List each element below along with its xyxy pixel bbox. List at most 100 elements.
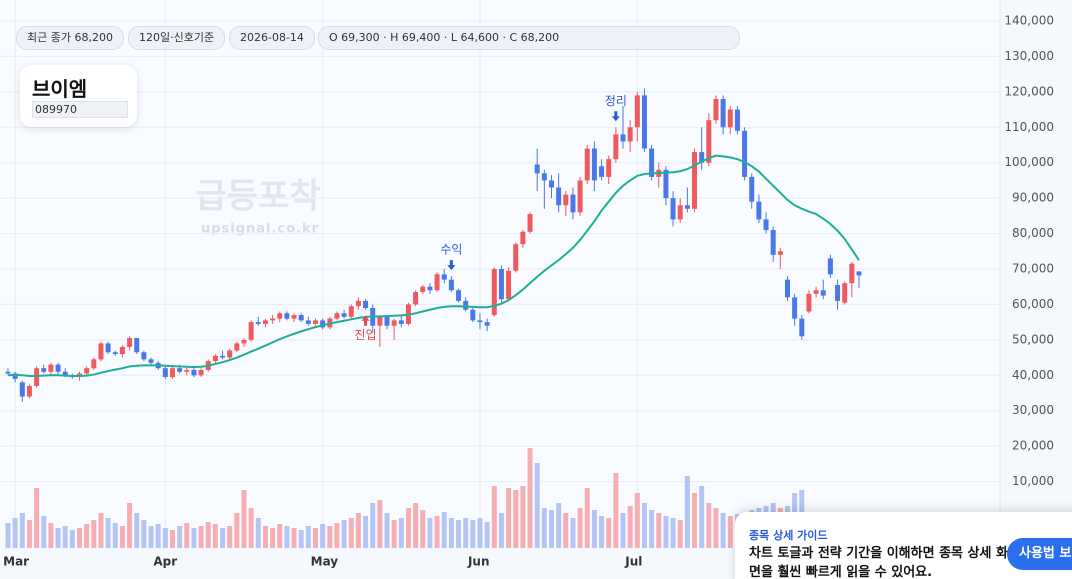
signal-label: 진입 [355,328,377,342]
candle-body [677,205,683,220]
ohlc-pill: O 69,300 · H 69,400 · L 64,600 · C 68,20… [318,26,740,50]
candle-body [720,98,726,128]
candle-body [384,316,390,326]
guide-button[interactable]: 사용법 보기 [1007,538,1072,570]
volume-bar [198,526,204,548]
candle-body [498,269,504,300]
candle-body [484,322,490,326]
volume-bar [127,503,133,548]
candle-body [756,201,762,220]
volume-bar [663,516,669,548]
signal-label: 정리 [605,94,627,108]
volume-bar [19,513,25,548]
candle-body [220,355,226,358]
candle-body [98,343,104,360]
candle-body [112,352,118,355]
volume-bar [577,508,583,548]
candle-body [91,359,97,369]
candle-body [348,306,354,317]
volume-bar [26,520,32,548]
candle-body [520,231,526,245]
volume-bar [327,526,333,548]
candle-body [291,315,297,319]
volume-bar [112,523,118,548]
period-pill: 120일·신호기준 [128,26,226,50]
candle-body [784,279,790,298]
volume-bar [684,476,690,548]
volume-bar [55,528,61,548]
candle-body [692,152,698,209]
volume-bar [491,486,497,548]
candle-body [298,315,304,321]
candle-body [806,293,812,312]
volume-bar [405,508,411,548]
candle-body [241,339,247,344]
candle-body [284,313,290,319]
volume-bar [62,526,68,548]
candle-body [827,258,833,275]
volume-bar [484,522,490,548]
signal-label: 수익 [440,243,462,257]
volume-bar [313,528,319,548]
y-tick-label: 80,000 [1012,226,1054,240]
signal-arrow [361,315,370,326]
date-pill: 2026-08-14 [229,26,315,50]
candle-body [191,369,197,376]
volume-bar [606,518,612,548]
candle-body [105,343,111,353]
volume-bar [570,518,576,548]
candle-body [148,359,154,363]
volume-bar [677,520,683,548]
y-tick-label: 140,000 [1004,14,1054,28]
y-tick-label: 130,000 [1004,49,1054,63]
candle-body [198,369,204,376]
candle-body [48,364,54,372]
candle-body [127,338,133,347]
volume-bar [41,516,47,548]
volume-bar [656,513,662,548]
candle-body [641,95,647,149]
volume-bar [320,524,326,548]
volume-bar [470,520,476,548]
volume-bar [498,513,504,548]
candle-body [134,338,140,353]
volume-bar [255,518,261,548]
volume-bar [420,510,426,548]
candle-body [26,385,32,397]
candle-body [527,214,533,232]
candle-body [463,300,469,310]
candle-body [742,130,748,177]
candle-body [420,286,426,293]
y-tick-label: 90,000 [1012,191,1054,205]
candle-body [820,290,826,296]
volume-bar [241,490,247,548]
candle-body [363,300,369,308]
volume-bar [591,510,597,548]
x-tick-label: Jul [624,555,642,569]
y-tick-label: 110,000 [1004,120,1054,134]
candle-body [849,263,855,284]
candle-body [162,368,168,378]
volume-bar [692,493,698,548]
volume-bar [248,508,254,548]
candle-body [234,343,240,351]
volume-bar [599,516,605,548]
volume-bar [334,523,340,548]
volume-bar [12,518,18,548]
candle-body [141,352,147,360]
volume-bar [713,508,719,548]
stock-name: 브이엠 [32,77,88,101]
candle-body [749,176,755,202]
stock-code: 089970 [32,101,128,118]
volume-bar [727,516,733,548]
candle-body [355,300,361,307]
candle-body [456,290,462,301]
volume-bar [541,508,547,548]
volume-bar [298,530,304,548]
candle-body [734,109,740,131]
volume-bar [141,520,147,548]
candle-body [413,292,419,305]
volume-bar [641,503,647,548]
y-tick-label: 10,000 [1012,474,1054,488]
